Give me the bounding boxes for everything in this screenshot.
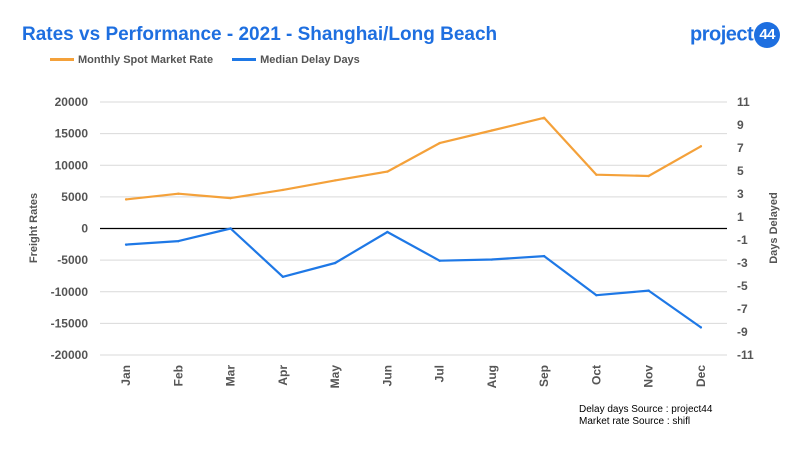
- data-point-delay-days: [595, 294, 598, 297]
- data-point-spot-rate: [281, 188, 285, 192]
- logo-text: project: [690, 23, 754, 46]
- x-tick-label: Oct: [589, 365, 603, 385]
- source-delay-days: Delay days Source : project44: [579, 404, 713, 415]
- data-point-delay-days: [386, 230, 389, 234]
- x-tick-label: Feb: [171, 365, 185, 386]
- x-tick-label: Apr: [276, 365, 290, 386]
- series-line-delay-days: [124, 227, 703, 329]
- sources-note: Delay days Source : project44 Market rat…: [579, 404, 712, 428]
- x-tick-label: Aug: [485, 365, 499, 388]
- y2-tick-label: 5: [737, 164, 744, 178]
- legend-label-delay-days: Median Delay Days: [260, 53, 360, 66]
- data-point-spot-rate: [333, 179, 337, 182]
- y-tick-label: 5000: [61, 190, 88, 204]
- data-point-spot-rate: [177, 192, 180, 195]
- data-point-delay-days: [438, 259, 441, 262]
- data-point-delay-days: [333, 261, 337, 265]
- y2-tick-label: -5: [737, 279, 748, 293]
- chart-title: Rates vs Performance - 2021 - Shanghai/L…: [22, 24, 498, 45]
- y2-tick-label: 11: [737, 95, 750, 109]
- legend-item-spot-rate: Monthly Spot Market Rate: [50, 54, 213, 66]
- data-point-delay-days: [281, 275, 285, 278]
- x-tick-label: Nov: [642, 365, 656, 388]
- source-market-rate: Market rate Source : shifl: [579, 416, 691, 427]
- legend-label-spot-rate: Monthly Spot Market Rate: [78, 53, 214, 66]
- x-tick-label: Dec: [694, 365, 708, 387]
- y-tick-label: -20000: [51, 348, 89, 362]
- data-point-spot-rate: [386, 170, 389, 173]
- y2-tick-label: -3: [737, 256, 748, 270]
- y-axis-label: Freight Rates: [28, 193, 40, 263]
- x-tick-label: Sep: [537, 365, 551, 387]
- chart-legend: Monthly Spot Market Rate Median Delay Da…: [50, 52, 376, 66]
- y-tick-label: 15000: [55, 127, 89, 141]
- logo-number: 44: [754, 22, 781, 48]
- legend-swatch-spot-rate: [50, 58, 74, 61]
- data-point-delay-days: [699, 326, 703, 329]
- data-point-delay-days: [229, 227, 232, 230]
- legend-swatch-delay-days: [232, 58, 257, 61]
- y2-tick-label: -7: [737, 302, 748, 316]
- data-point-spot-rate: [124, 198, 128, 201]
- y-tick-label: -15000: [51, 316, 89, 330]
- x-tick-label: May: [328, 365, 342, 389]
- data-point-spot-rate: [595, 173, 598, 176]
- y2-tick-label: -1: [737, 233, 748, 247]
- data-point-spot-rate: [542, 116, 546, 120]
- data-point-spot-rate: [699, 145, 703, 148]
- y-tick-label: 10000: [55, 158, 89, 172]
- y2-tick-label: -9: [737, 325, 748, 339]
- data-point-spot-rate: [229, 196, 232, 200]
- y2-tick-label: -11: [737, 348, 754, 362]
- x-tick-label: Jul: [433, 365, 447, 382]
- data-point-delay-days: [124, 243, 128, 246]
- x-tick-label: Jan: [119, 365, 133, 386]
- y2-tick-label: 3: [737, 187, 744, 201]
- y2-tick-label: 1: [737, 210, 744, 224]
- data-point-spot-rate: [438, 141, 441, 145]
- x-tick-label: Mar: [224, 365, 238, 387]
- data-point-delay-days: [490, 258, 494, 261]
- y2-tick-label: 7: [737, 141, 744, 155]
- y-tick-label: -10000: [51, 285, 89, 299]
- y-tick-label: 20000: [55, 95, 89, 109]
- legend-item-delay-days: Median Delay Days: [232, 54, 360, 66]
- x-tick-label: Jun: [380, 365, 394, 386]
- data-point-delay-days: [542, 254, 546, 258]
- y2-tick-label: 9: [737, 118, 744, 132]
- y2-axis-label: Days Delayed: [768, 192, 780, 264]
- data-point-delay-days: [647, 289, 650, 292]
- data-point-spot-rate: [647, 174, 650, 178]
- y-tick-label: 0: [81, 222, 88, 236]
- series-line-spot-rate: [124, 116, 703, 201]
- data-point-delay-days: [177, 239, 180, 243]
- data-point-spot-rate: [490, 129, 494, 132]
- y-tick-label: -5000: [57, 253, 88, 267]
- project44-logo: project 44: [690, 22, 781, 48]
